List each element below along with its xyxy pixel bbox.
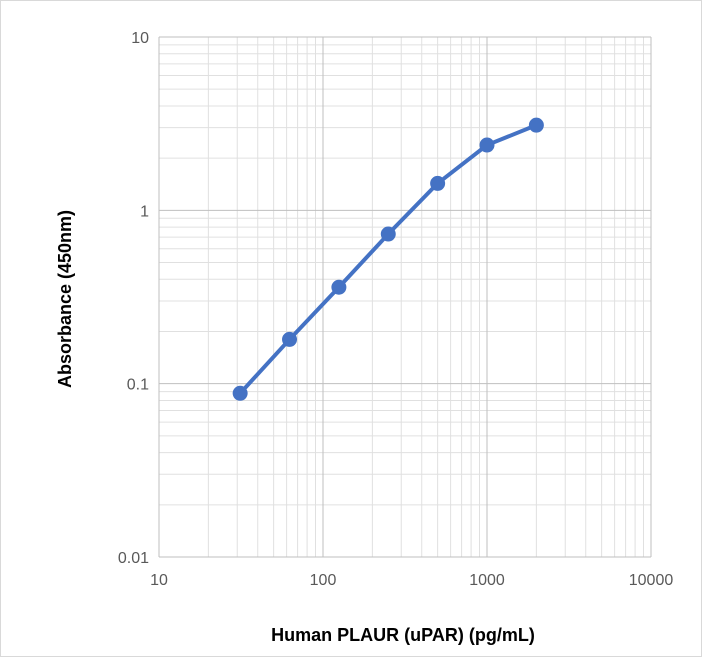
y-axis-title: Absorbance (450nm)	[55, 210, 75, 388]
y-tick-label: 10	[131, 30, 149, 47]
y-tick-label: 0.01	[118, 550, 149, 567]
major-gridlines	[158, 36, 652, 558]
data-point	[282, 331, 298, 347]
x-tick-label: 100	[310, 572, 337, 589]
minor-gridlines	[159, 37, 651, 557]
x-axis-tick-labels: 10 100 1000 10000	[150, 572, 673, 589]
data-point	[430, 175, 446, 191]
data-point	[331, 279, 347, 295]
data-point	[528, 117, 544, 133]
x-tick-label: 1000	[469, 572, 505, 589]
x-axis-title: Human PLAUR (uPAR) (pg/mL)	[271, 625, 535, 645]
x-tick-label: 10000	[629, 572, 674, 589]
y-tick-label: 1	[140, 203, 149, 220]
data-point	[479, 137, 495, 153]
series-line	[238, 123, 539, 396]
series-layer	[232, 117, 544, 401]
y-axis-tick-labels: 0.01 0.1 1 10	[118, 30, 149, 567]
y-tick-label: 0.1	[127, 377, 149, 394]
data-point	[232, 385, 248, 401]
x-tick-label: 10	[150, 572, 168, 589]
data-point	[380, 226, 396, 242]
